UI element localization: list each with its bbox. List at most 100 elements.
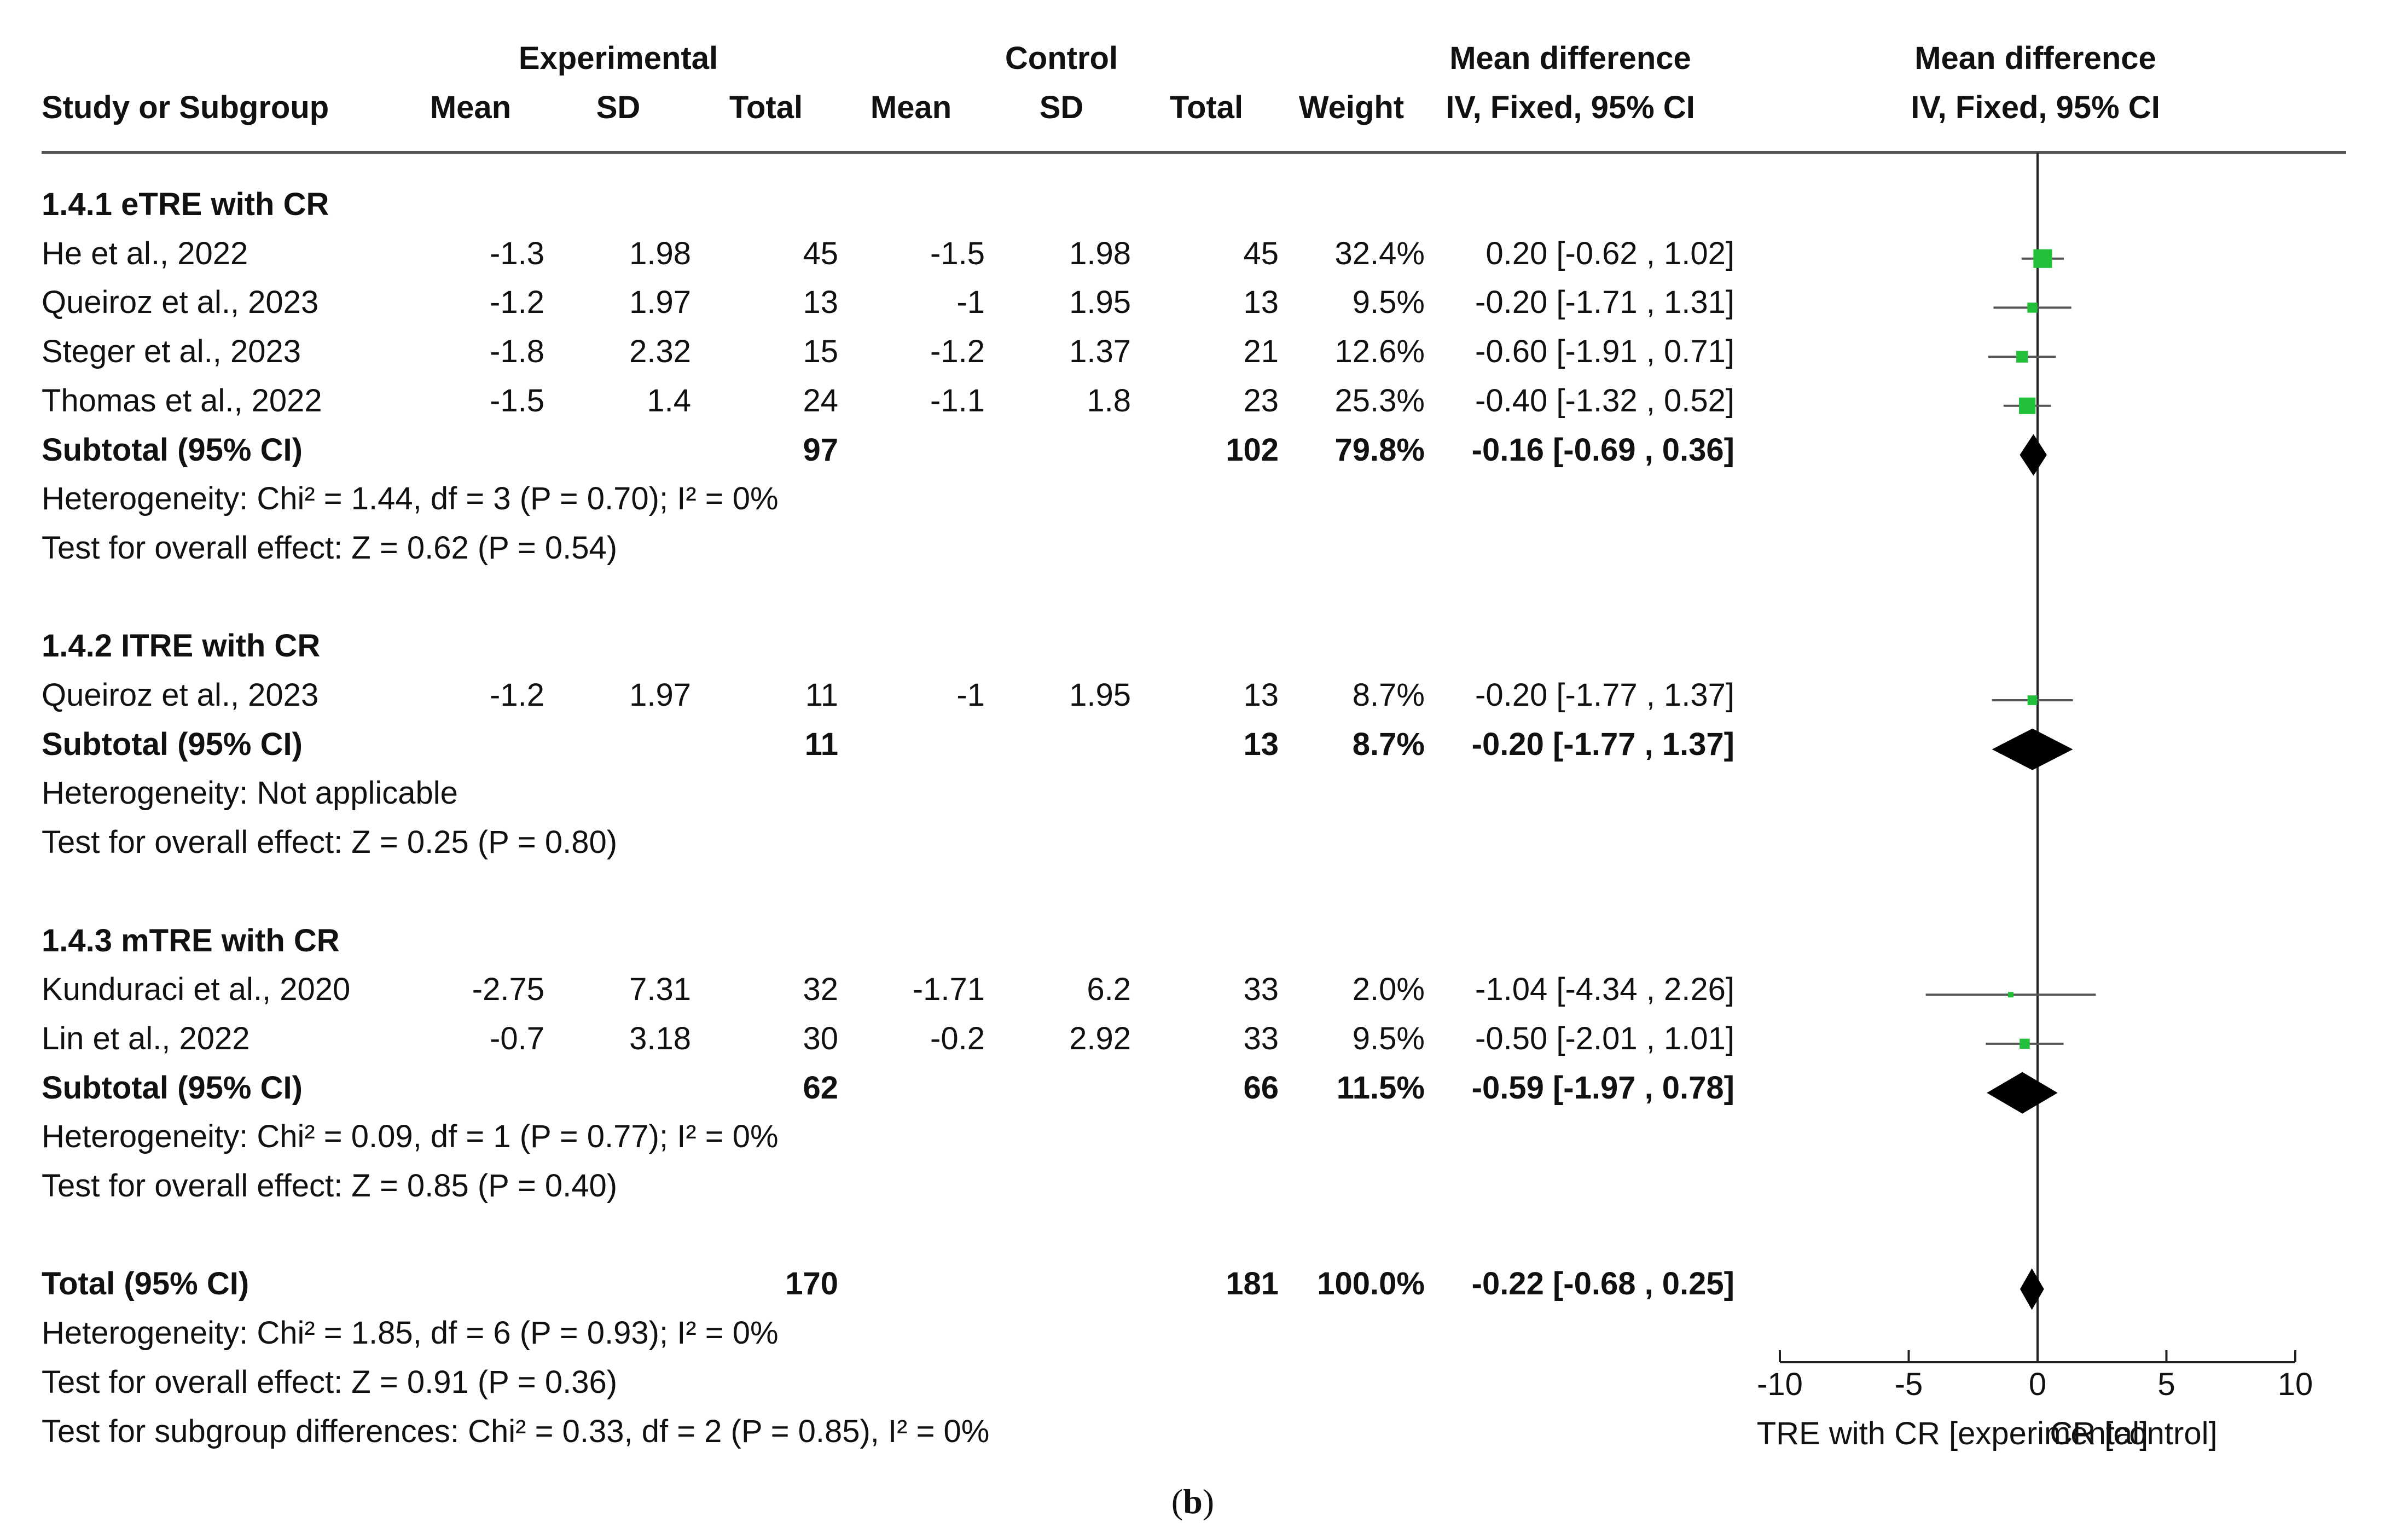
cell-total-c: 33 bbox=[1243, 972, 1279, 1007]
effect-marker bbox=[2027, 303, 2038, 313]
cell-mean-e: -1.5 bbox=[490, 383, 544, 419]
md-plot-header: Mean difference bbox=[1914, 40, 2156, 76]
cell-total-e: 24 bbox=[803, 383, 838, 419]
total-c-header: Total bbox=[1169, 90, 1244, 125]
cell-ci: -0.16 [-0.69 , 0.36] bbox=[1471, 432, 1734, 468]
cell-mean-e: -0.7 bbox=[490, 1021, 544, 1056]
cell-mean-e: -2.75 bbox=[472, 972, 544, 1007]
cell-sd-e: 1.4 bbox=[647, 383, 691, 419]
group-heading: 1.4.3 mTRE with CR bbox=[42, 923, 340, 958]
cell-ci: -0.20 [-1.77 , 1.37] bbox=[1471, 727, 1734, 762]
cell-mean-c: -0.2 bbox=[930, 1021, 985, 1056]
cell-mean-e: -1.2 bbox=[490, 284, 544, 320]
cell-mean-c: -1 bbox=[956, 284, 985, 320]
x-tick-label: -5 bbox=[1895, 1367, 1923, 1402]
cell-total-c: 21 bbox=[1243, 334, 1279, 369]
x-tick-label: 0 bbox=[2029, 1367, 2046, 1402]
cell-sd-c: 1.98 bbox=[1069, 236, 1131, 271]
caption-open: ( bbox=[1171, 1482, 1183, 1521]
cell-sd-c: 6.2 bbox=[1087, 972, 1131, 1007]
cell-mean-c: -1.2 bbox=[930, 334, 985, 369]
effect-marker bbox=[2027, 695, 2038, 705]
cell-ci: -0.59 [-1.97 , 0.78] bbox=[1471, 1070, 1734, 1106]
sd-c-header: SD bbox=[1039, 90, 1084, 125]
study-column-header: Study or Subgroup bbox=[42, 90, 329, 125]
effect-marker bbox=[2020, 1038, 2030, 1049]
subtotal-label: Total (95% CI) bbox=[42, 1266, 249, 1301]
total-e-header: Total bbox=[729, 90, 803, 125]
cell-mean-e: -1.3 bbox=[490, 236, 544, 271]
favours-control-label: CR [control] bbox=[2050, 1416, 2217, 1451]
cell-weight: 9.5% bbox=[1352, 1021, 1425, 1056]
cell-total-c: 13 bbox=[1243, 284, 1279, 320]
pooled-diamond bbox=[2020, 1268, 2044, 1310]
x-tick-label: -10 bbox=[1757, 1367, 1803, 1402]
cell-total-e: 13 bbox=[803, 284, 838, 320]
cell-weight: 8.7% bbox=[1352, 727, 1425, 762]
figure-caption: (b) bbox=[1149, 1481, 1237, 1522]
method-plot-header: IV, Fixed, 95% CI bbox=[1911, 90, 2160, 125]
cell-total-c: 102 bbox=[1226, 432, 1279, 468]
study-name: He et al., 2022 bbox=[42, 236, 248, 271]
cell-mean-c: -1.1 bbox=[930, 383, 985, 419]
experimental-header: Experimental bbox=[518, 40, 718, 76]
cell-total-e: 30 bbox=[803, 1021, 838, 1056]
cell-sd-c: 1.95 bbox=[1069, 677, 1131, 713]
statistics-note: Test for overall effect: Z = 0.91 (P = 0… bbox=[42, 1364, 618, 1400]
favours-experimental-label: TRE with CR [experimental] bbox=[1757, 1416, 2149, 1451]
caption-letter: b bbox=[1183, 1482, 1203, 1521]
cell-sd-e: 2.32 bbox=[629, 334, 691, 369]
x-tick-label: 5 bbox=[2157, 1367, 2175, 1402]
cell-weight: 12.6% bbox=[1334, 334, 1425, 369]
cell-total-c: 181 bbox=[1226, 1266, 1279, 1301]
cell-ci: -1.04 [-4.34 , 2.26] bbox=[1475, 972, 1734, 1007]
cell-total-e: 97 bbox=[803, 432, 838, 468]
cell-ci: -0.20 [-1.71 , 1.31] bbox=[1475, 284, 1734, 320]
statistics-note: Test for subgroup differences: Chi² = 0.… bbox=[42, 1414, 990, 1449]
cell-sd-c: 2.92 bbox=[1069, 1021, 1131, 1056]
cell-total-e: 15 bbox=[803, 334, 838, 369]
subtotal-label: Subtotal (95% CI) bbox=[42, 1070, 303, 1106]
cell-ci: -0.60 [-1.91 , 0.71] bbox=[1475, 334, 1734, 369]
cell-weight: 100.0% bbox=[1317, 1266, 1425, 1301]
cell-total-e: 170 bbox=[785, 1266, 838, 1301]
statistics-note: Heterogeneity: Chi² = 1.85, df = 6 (P = … bbox=[42, 1315, 779, 1351]
cell-ci: 0.20 [-0.62 , 1.02] bbox=[1485, 236, 1734, 271]
cell-total-e: 32 bbox=[803, 972, 838, 1007]
cell-weight: 25.3% bbox=[1334, 383, 1425, 419]
effect-marker bbox=[2019, 397, 2036, 414]
study-name: Kunduraci et al., 2020 bbox=[42, 972, 351, 1007]
cell-total-c: 33 bbox=[1243, 1021, 1279, 1056]
cell-sd-c: 1.37 bbox=[1069, 334, 1131, 369]
cell-mean-c: -1 bbox=[956, 677, 985, 713]
cell-ci: -0.40 [-1.32 , 0.52] bbox=[1475, 383, 1734, 419]
study-name: Queiroz et al., 2023 bbox=[42, 284, 319, 320]
pooled-diamond bbox=[2020, 434, 2047, 476]
method-header: IV, Fixed, 95% CI bbox=[1446, 90, 1695, 125]
sd-e-header: SD bbox=[596, 90, 641, 125]
cell-weight: 32.4% bbox=[1334, 236, 1425, 271]
cell-sd-e: 7.31 bbox=[629, 972, 691, 1007]
cell-sd-c: 1.8 bbox=[1087, 383, 1131, 419]
statistics-note: Heterogeneity: Chi² = 1.44, df = 3 (P = … bbox=[42, 481, 779, 516]
effect-marker bbox=[2016, 351, 2028, 363]
statistics-note: Test for overall effect: Z = 0.25 (P = 0… bbox=[42, 824, 618, 860]
study-name: Steger et al., 2023 bbox=[42, 334, 301, 369]
cell-ci: -0.50 [-2.01 , 1.01] bbox=[1475, 1021, 1734, 1056]
cell-weight: 9.5% bbox=[1352, 284, 1425, 320]
cell-total-c: 13 bbox=[1243, 677, 1279, 713]
cell-mean-e: -1.2 bbox=[490, 677, 544, 713]
cell-mean-c: -1.71 bbox=[912, 972, 985, 1007]
subtotal-label: Subtotal (95% CI) bbox=[42, 432, 303, 468]
statistics-note: Heterogeneity: Chi² = 0.09, df = 1 (P = … bbox=[42, 1119, 779, 1154]
effect-marker bbox=[2008, 992, 2014, 998]
cell-total-c: 45 bbox=[1243, 236, 1279, 271]
control-header: Control bbox=[1005, 40, 1118, 76]
cell-mean-c: -1.5 bbox=[930, 236, 985, 271]
effect-marker bbox=[2033, 249, 2052, 268]
cell-total-c: 66 bbox=[1243, 1070, 1279, 1106]
pooled-diamond bbox=[1992, 728, 2073, 770]
mean-c-header: Mean bbox=[870, 90, 952, 125]
cell-sd-e: 1.98 bbox=[629, 236, 691, 271]
